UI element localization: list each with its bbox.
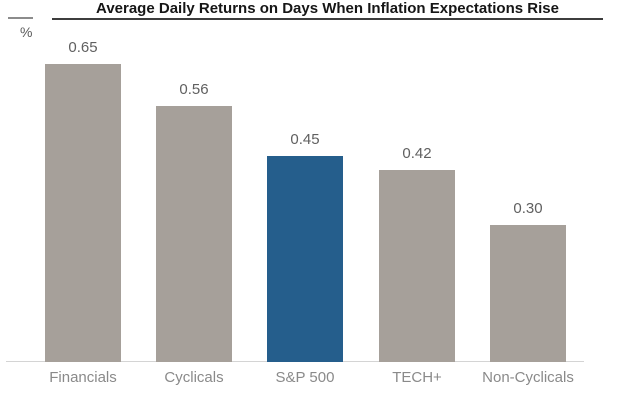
bar-noncyclicals xyxy=(490,225,566,362)
bar-group-tech: 0.42 TECH+ xyxy=(379,0,455,400)
y-axis-unit-label: % xyxy=(20,24,33,40)
x-axis-label-cyclicals: Cyclicals xyxy=(164,369,224,386)
value-label-noncyclicals: 0.30 xyxy=(513,200,543,217)
bar-sp500-highlighted xyxy=(267,156,343,362)
value-label-sp500: 0.45 xyxy=(290,131,320,148)
bar-group-sp500: 0.45 S&P 500 xyxy=(267,0,343,400)
bar-financials xyxy=(45,64,121,362)
x-axis-label-tech: TECH+ xyxy=(392,369,442,386)
bar-group-financials: 0.65 Financials xyxy=(45,0,121,400)
value-label-financials: 0.65 xyxy=(68,39,98,56)
x-axis-label-noncyclicals: Non-Cyclicals xyxy=(482,369,574,386)
x-axis-label-sp500: S&P 500 xyxy=(275,369,335,386)
bar-cyclicals xyxy=(156,106,232,362)
bar-group-noncyclicals: 0.30 Non-Cyclicals xyxy=(482,0,574,400)
x-axis-label-financials: Financials xyxy=(49,369,117,386)
chart-title: Average Daily Returns on Days When Infla… xyxy=(52,1,603,20)
bar-group-cyclicals: 0.56 Cyclicals xyxy=(156,0,232,400)
value-label-cyclicals: 0.56 xyxy=(179,81,209,98)
axis-cap-line xyxy=(8,17,33,19)
value-label-tech: 0.42 xyxy=(402,145,432,162)
bar-tech xyxy=(379,170,455,362)
